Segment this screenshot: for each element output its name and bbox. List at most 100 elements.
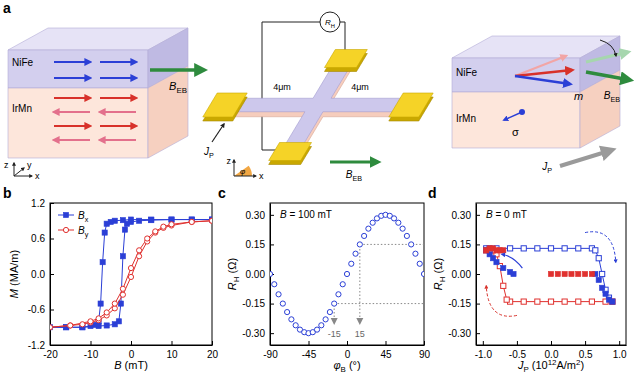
text-run: EB <box>353 174 363 183</box>
text-run: (°) <box>346 359 361 371</box>
axis-name: x <box>259 171 264 181</box>
field-arrow-faded <box>586 52 628 62</box>
y-axis: -1.2-0.60.00.61.2 <box>28 198 54 351</box>
data-point <box>582 271 587 276</box>
series-line <box>50 221 212 328</box>
text-run: P <box>209 151 214 160</box>
data-point <box>562 271 567 276</box>
x-axis-title: φB (°) <box>333 359 360 374</box>
data-point <box>366 226 371 231</box>
nife-moment <box>100 61 136 63</box>
data-point <box>112 301 117 306</box>
x-tick-mark <box>212 341 213 345</box>
guide-pointer <box>331 318 338 325</box>
x-tick-mark <box>347 341 348 345</box>
field-label: BEB <box>169 80 187 95</box>
y-tick-label: -0.6 <box>28 304 46 315</box>
data-point <box>610 299 615 304</box>
data-point <box>349 261 354 266</box>
y-tick-label: 0.30 <box>246 210 266 221</box>
y-tick-mark <box>270 333 274 334</box>
data-point <box>128 265 133 270</box>
data-point <box>209 218 212 223</box>
data-point <box>596 277 601 282</box>
data-layer <box>270 212 424 336</box>
data-point <box>104 323 109 328</box>
data-point <box>589 271 594 276</box>
data-point <box>332 301 337 306</box>
data-point <box>68 323 73 328</box>
y-tick-mark <box>270 304 274 305</box>
y-tick-label: -0.30 <box>242 328 265 339</box>
data-point <box>96 316 101 321</box>
data-point <box>576 271 581 276</box>
sweep-arrow <box>502 254 522 268</box>
y-tick: -0.6 <box>28 304 54 315</box>
irmn-side-face <box>580 70 620 148</box>
data-point <box>555 271 560 276</box>
data-point <box>50 325 53 330</box>
data-point <box>336 292 341 297</box>
data-point <box>610 299 615 304</box>
x-tick-mark <box>131 341 132 345</box>
data-point <box>145 236 150 241</box>
text-run: (10 <box>529 359 548 371</box>
text-run: 4μm <box>273 82 291 92</box>
magnetization-arrow <box>515 70 572 76</box>
data-point <box>102 230 107 235</box>
x-axis-title: B (mT) <box>114 359 148 371</box>
legend-marker <box>63 212 68 217</box>
data-point <box>293 323 298 328</box>
axis-arrow <box>14 176 32 177</box>
data-point <box>122 227 127 232</box>
x-axis-line <box>477 345 627 346</box>
text-run: R <box>432 282 444 290</box>
panel-letter: c <box>218 185 226 201</box>
y-tick: 0.0 <box>31 269 54 280</box>
text-run: 12 <box>548 358 557 367</box>
panel-letter: d <box>428 185 437 201</box>
layer-label: IrMn <box>12 103 32 114</box>
exchange-bias-field <box>150 68 204 72</box>
guide-line <box>360 244 424 245</box>
cross-nife <box>229 64 407 147</box>
data-point <box>189 219 194 224</box>
data-point <box>137 254 142 259</box>
switching-sketch: NiFeIrMnmBEBσJP <box>452 36 630 175</box>
angle-label: φ <box>240 167 245 176</box>
data-point <box>548 246 553 251</box>
data-point <box>562 246 567 251</box>
irmn-moment <box>100 97 136 99</box>
x-tick-label: -20 <box>43 349 58 360</box>
axis-name: y <box>27 160 32 170</box>
irmn-front-face <box>8 88 148 158</box>
data-point <box>504 297 509 302</box>
y-tick-mark <box>476 244 480 245</box>
data-point <box>270 271 273 276</box>
pad <box>203 93 247 117</box>
text-run: = 100 mT <box>287 209 332 220</box>
data-point <box>340 282 345 287</box>
data-point <box>535 299 540 304</box>
y-tick-mark <box>476 333 480 334</box>
data-point <box>404 233 409 238</box>
data-point <box>501 283 506 288</box>
chart: -1.0-0.50.00.51.0-0.30-0.150.000.150.30B… <box>432 203 627 374</box>
irmn-moment <box>100 111 136 113</box>
x-tick-mark <box>172 341 173 345</box>
data-point <box>68 323 73 328</box>
data-layer <box>484 246 615 304</box>
data-point <box>603 291 608 296</box>
text-run: σ <box>512 126 519 138</box>
data-point <box>362 233 367 238</box>
y-tick-label: 0.00 <box>246 269 266 280</box>
x-tick: -10 <box>84 341 99 360</box>
x-axis: -20-1001020 <box>43 341 218 360</box>
y-tick: 0.30 <box>452 210 480 221</box>
x-tick: 0 <box>129 341 135 360</box>
axis-arrow <box>234 160 235 176</box>
text-run: = 0 mT <box>493 209 527 220</box>
y-tick: -1.2 <box>28 340 54 351</box>
irmn-moment <box>54 111 90 113</box>
x-axis-title: JP (1012A/m2) <box>517 358 584 374</box>
